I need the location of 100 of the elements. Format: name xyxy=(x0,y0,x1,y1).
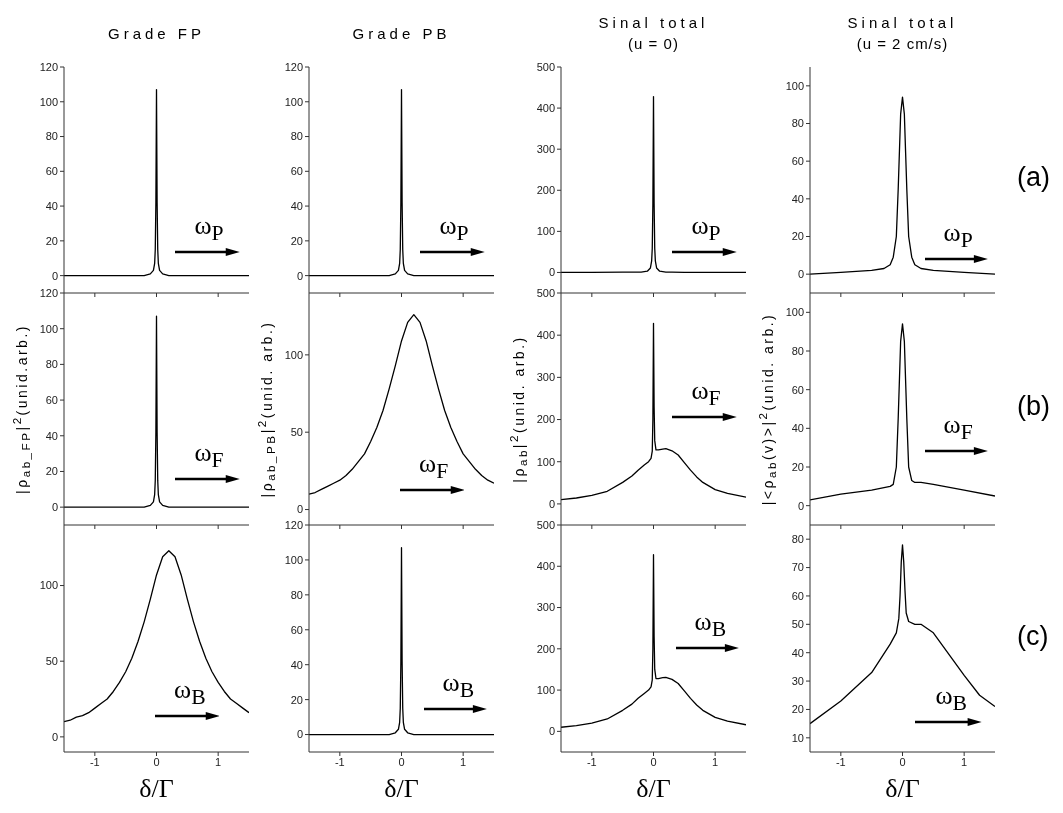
y-tick-label: 20 xyxy=(290,234,303,247)
annotation: ω$_{P}$ xyxy=(194,211,224,248)
x-tick-label: -1 xyxy=(89,755,100,768)
y-tick-label: 100 xyxy=(284,553,303,566)
text: (a) xyxy=(1017,162,1050,193)
chart-title: Grade FP xyxy=(107,24,206,42)
x-axis-title: δ/Γ xyxy=(383,774,420,804)
x-tick-label: 1 xyxy=(961,755,968,768)
y-tick-label: 500 xyxy=(536,286,555,299)
y-tick-label: 70 xyxy=(791,561,804,574)
annotation: ω$_{F}$ xyxy=(943,409,973,446)
line-series xyxy=(64,315,249,508)
y-tick-label: 80 xyxy=(45,358,58,371)
y-tick-label: 50 xyxy=(791,618,804,631)
y-tick-label: 0 xyxy=(51,730,58,743)
line-series xyxy=(810,96,995,275)
y-tick-label: 100 xyxy=(284,348,303,361)
y-tick-label: 40 xyxy=(45,429,58,442)
y-tick-label: 0 xyxy=(296,503,303,516)
x-tick-label: 1 xyxy=(712,755,719,768)
x-tick-label: 0 xyxy=(899,755,906,768)
y-tick-label: 20 xyxy=(290,693,303,706)
y-tick-label: 40 xyxy=(791,646,804,659)
y-tick-label: 200 xyxy=(536,413,555,426)
line-series xyxy=(309,547,494,736)
y-tick-label: 120 xyxy=(284,60,303,73)
y-tick-label: 100 xyxy=(536,225,555,238)
y-tick-label: 40 xyxy=(290,658,303,671)
y-tick-label: 60 xyxy=(290,165,303,178)
y-tick-label: 40 xyxy=(290,199,303,212)
y-tick-label: 50 xyxy=(290,426,303,439)
text: (b) xyxy=(1017,391,1050,422)
y-tick-label: 20 xyxy=(45,234,58,247)
x-tick-label: 1 xyxy=(215,755,222,768)
y-tick-label: 0 xyxy=(51,501,58,514)
y-tick-label: 100 xyxy=(785,79,804,92)
x-axis-title: δ/Γ xyxy=(884,774,921,804)
annotation: ω$_{P}$ xyxy=(439,211,469,248)
annotation: ω$_{F}$ xyxy=(194,437,224,474)
line-series xyxy=(309,314,494,495)
annotation: ω$_{F}$ xyxy=(419,449,449,486)
y-tick-label: 60 xyxy=(791,383,804,396)
annotation: ω$_{B}$ xyxy=(694,606,727,643)
x-tick-label: 1 xyxy=(460,755,467,768)
y-tick-label: 100 xyxy=(284,95,303,108)
y-tick-label: 120 xyxy=(284,518,303,531)
annotation: ω$_{P}$ xyxy=(943,218,973,255)
y-tick-label: 80 xyxy=(290,130,303,143)
line-series xyxy=(309,88,494,277)
y-tick-label: 400 xyxy=(536,102,555,114)
annotation: ω$_{F}$ xyxy=(691,376,721,413)
y-tick-label: 500 xyxy=(536,518,555,531)
annotation: ω$_{B}$ xyxy=(935,681,967,718)
line-series xyxy=(561,322,746,501)
y-tick-label: 60 xyxy=(45,165,58,178)
chart-title: Grade PB xyxy=(352,24,451,42)
y-tick-label: 0 xyxy=(51,269,58,282)
chart-title: Sinal total xyxy=(847,14,958,31)
y-tick-label: 0 xyxy=(296,728,303,741)
text: (c) xyxy=(1017,620,1049,652)
y-tick-label: 400 xyxy=(536,329,555,342)
y-tick-label: 300 xyxy=(536,143,555,156)
x-tick-label: -1 xyxy=(835,755,846,768)
y-tick-label: 10 xyxy=(791,731,804,744)
y-tick-label: 100 xyxy=(39,579,58,592)
chart-title: Sinal total xyxy=(598,14,709,31)
line-series xyxy=(64,550,249,723)
y-tick-label: 20 xyxy=(791,230,804,243)
line-series xyxy=(561,95,746,274)
x-tick-label: 0 xyxy=(398,755,405,768)
y-tick-label: 20 xyxy=(791,703,804,716)
line-series xyxy=(810,544,995,725)
y-tick-label: 80 xyxy=(791,533,804,546)
chart-subtitle: (u = 2 cm/s) xyxy=(856,35,949,52)
y-tick-label: 80 xyxy=(290,588,303,601)
y-tick-label: 80 xyxy=(45,130,58,143)
x-tick-label: 0 xyxy=(650,755,657,768)
y-tick-label: 40 xyxy=(45,199,58,212)
y-tick-label: 300 xyxy=(536,371,555,384)
y-tick-label: 100 xyxy=(536,455,555,468)
annotation: ω$_{B}$ xyxy=(174,674,206,711)
y-tick-label: 30 xyxy=(791,674,804,687)
x-tick-label: -1 xyxy=(586,755,597,768)
y-tick-label: 0 xyxy=(797,268,804,281)
y-tick-label: 60 xyxy=(45,393,58,406)
annotation: ω$_{P}$ xyxy=(691,211,721,248)
y-tick-label: 60 xyxy=(290,623,303,636)
y-tick-label: 80 xyxy=(791,344,804,357)
y-tick-label: 0 xyxy=(548,497,555,510)
y-tick-label: 50 xyxy=(45,655,58,668)
y-tick-label: 20 xyxy=(45,465,58,478)
y-tick-label: 40 xyxy=(791,422,804,435)
line-series xyxy=(64,88,249,277)
y-tick-label: 60 xyxy=(791,589,804,602)
x-tick-label: 0 xyxy=(153,755,160,768)
y-tick-label: 100 xyxy=(536,684,555,696)
x-axis-title: δ/Γ xyxy=(635,774,672,804)
y-tick-label: 0 xyxy=(797,499,804,512)
y-tick-label: 80 xyxy=(791,117,804,130)
y-tick-label: 200 xyxy=(536,642,555,655)
